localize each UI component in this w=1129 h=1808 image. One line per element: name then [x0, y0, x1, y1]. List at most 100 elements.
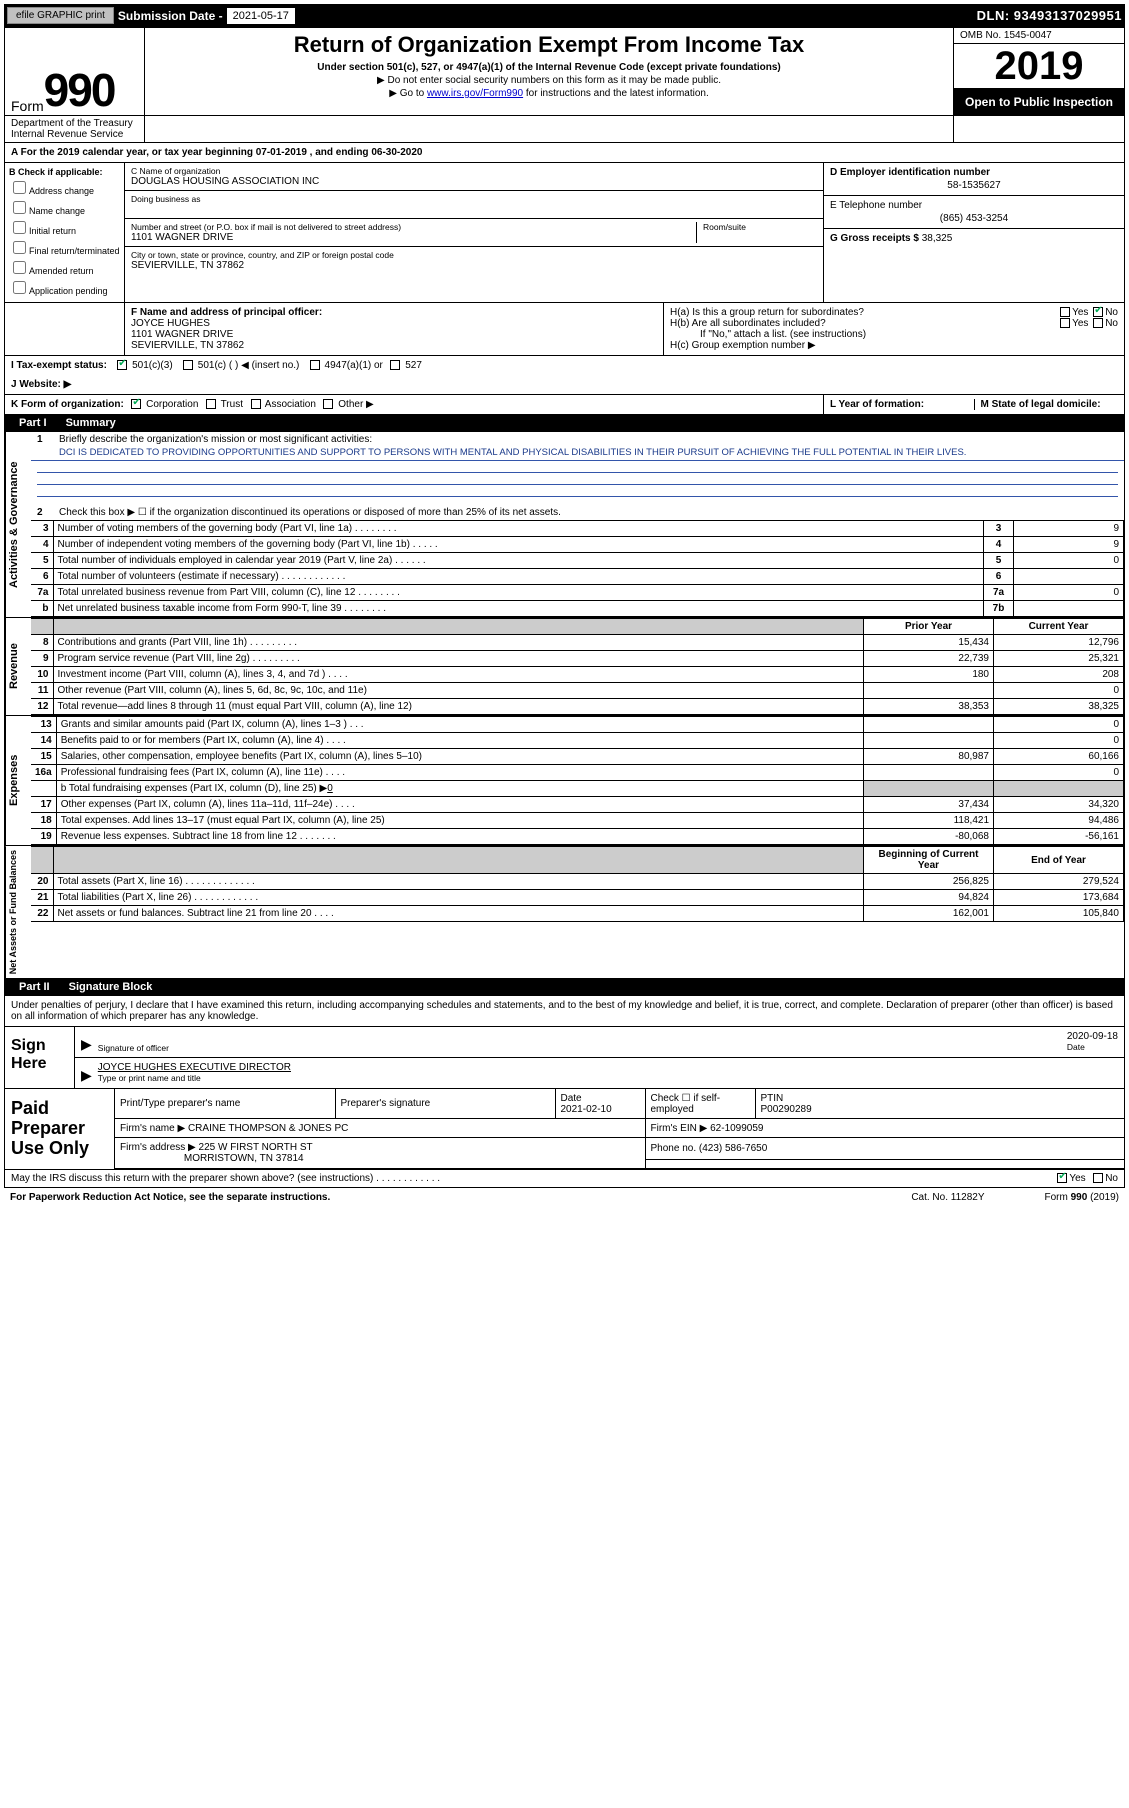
527-box[interactable] [390, 360, 400, 370]
4947a1-box[interactable] [310, 360, 320, 370]
check-applicable-col: B Check if applicable: Address change Na… [5, 163, 125, 302]
org-name-label: C Name of organization [131, 166, 817, 176]
part1-tag: Part I [11, 415, 55, 431]
discuss-yes-box[interactable] [1057, 1173, 1067, 1183]
efile-top-bar: efile GRAPHIC print Submission Date - 20… [4, 4, 1125, 27]
tel-label: E Telephone number [830, 200, 922, 211]
hc-line: H(c) Group exemption number ▶ [670, 340, 1118, 351]
paid-preparer-grid: Paid Preparer Use Only Print/Type prepar… [5, 1088, 1124, 1168]
line6-value [1014, 569, 1124, 585]
exp-vlabel: Expenses [5, 716, 31, 845]
perjury-declaration: Under penalties of perjury, I declare th… [5, 996, 1124, 1026]
trust-box[interactable] [206, 399, 216, 409]
part2-title: Signature Block [69, 981, 153, 993]
tax-exempt-status-row: I Tax-exempt status: 501(c)(3) 501(c) ( … [4, 356, 1125, 375]
sign-here-grid: Sign Here ▶ Signature of officer 2020-09… [5, 1026, 1124, 1088]
expenses-table: 13Grants and similar amounts paid (Part … [31, 716, 1124, 845]
gross-label: G Gross receipts $ [830, 233, 922, 244]
form-number: 990 [44, 67, 115, 113]
chk-name-change[interactable]: Name change [9, 198, 120, 217]
officer-name: JOYCE HUGHES [131, 318, 210, 329]
form-org-row: K Form of organization: Corporation Trus… [4, 395, 1125, 415]
city-value: SEVIERVILLE, TN 37862 [131, 260, 817, 271]
hb-yes-box[interactable] [1060, 318, 1070, 328]
officer-addr1: 1101 WAGNER DRIVE [131, 329, 233, 340]
cat-number: Cat. No. 11282Y [911, 1192, 984, 1203]
street-value: 1101 WAGNER DRIVE [131, 232, 690, 243]
firm-addr1: 225 W FIRST NORTH ST [199, 1142, 313, 1153]
gross-value: 38,325 [922, 233, 953, 244]
sig-date-label: Date [1067, 1042, 1085, 1052]
street-label: Number and street (or P.O. box if mail i… [131, 222, 690, 232]
tax-period-line: A For the 2019 calendar year, or tax yea… [4, 143, 1125, 163]
hb-no-box[interactable] [1093, 318, 1103, 328]
chk-amended-return[interactable]: Amended return [9, 258, 120, 277]
officer-print-name: JOYCE HUGHES EXECUTIVE DIRECTOR [98, 1062, 291, 1073]
revenue-section: Revenue Prior YearCurrent Year 8Contribu… [4, 618, 1125, 716]
discuss-preparer-row: May the IRS discuss this return with the… [4, 1170, 1125, 1188]
mission-text: DCI IS DEDICATED TO PROVIDING OPPORTUNIT… [31, 447, 1124, 461]
chk-final-return[interactable]: Final return/terminated [9, 238, 120, 257]
line5-value: 0 [1014, 553, 1124, 569]
goto-prefix: ▶ Go to [389, 88, 427, 99]
rev-vlabel: Revenue [5, 618, 31, 715]
submission-date-value: 2021-05-17 [227, 8, 295, 24]
prep-date: 2021-02-10 [561, 1104, 612, 1115]
line4-value: 9 [1014, 537, 1124, 553]
dept-treasury: Department of the Treasury [11, 118, 138, 129]
net-assets-table: Beginning of Current YearEnd of Year 20T… [31, 846, 1124, 922]
form-header: Form 990 Return of Organization Exempt F… [4, 27, 1125, 116]
goto-link-line: ▶ Go to www.irs.gov/Form990 for instruct… [151, 88, 947, 99]
ein-label: D Employer identification number [830, 167, 990, 178]
chk-initial-return[interactable]: Initial return [9, 218, 120, 237]
activities-governance-section: Activities & Governance 1Briefly describ… [4, 432, 1125, 618]
org-info-col: C Name of organization DOUGLAS HOUSING A… [125, 163, 824, 302]
sig-officer-label: Signature of officer [98, 1043, 169, 1053]
sig-date-value: 2020-09-18 [1067, 1031, 1118, 1042]
chk-application-pending[interactable]: Application pending [9, 278, 120, 297]
firm-name: CRAINE THOMPSON & JONES PC [188, 1123, 348, 1134]
firm-addr2: MORRISTOWN, TN 37814 [184, 1153, 304, 1164]
part2-tag: Part II [11, 979, 58, 995]
sign-here-label: Sign Here [5, 1027, 75, 1088]
ein-value: 58-1535627 [830, 180, 1118, 191]
assoc-box[interactable] [251, 399, 261, 409]
part1-title: Summary [66, 417, 116, 429]
efile-print-button[interactable]: efile GRAPHIC print [7, 7, 114, 24]
form-footer: Form 990 (2019) [1045, 1192, 1119, 1203]
chk-address-change[interactable]: Address change [9, 178, 120, 197]
pra-notice: For Paperwork Reduction Act Notice, see … [10, 1192, 330, 1203]
part2-header: Part II Signature Block [4, 979, 1125, 996]
line7b-value [1014, 601, 1124, 617]
city-label: City or town, state or province, country… [131, 250, 817, 260]
ha-line: H(a) Is this a group return for subordin… [670, 307, 1118, 318]
self-employed-check[interactable]: Check ☐ if self-employed [651, 1093, 721, 1115]
mission-prompt: Briefly describe the organization's miss… [59, 434, 1118, 445]
irs-link[interactable]: www.irs.gov/Form990 [427, 88, 523, 99]
form-word: Form [11, 99, 44, 113]
other-box[interactable] [323, 399, 333, 409]
ha-no-box[interactable] [1093, 307, 1103, 317]
submission-date-label: Submission Date - [118, 9, 223, 23]
form-title: Return of Organization Exempt From Incom… [151, 32, 947, 58]
officer-addr2: SEVIERVILLE, TN 37862 [131, 340, 244, 351]
hb-note: If "No," attach a list. (see instruction… [670, 329, 1118, 340]
state-domicile-label: M State of legal domicile: [981, 399, 1101, 410]
line2-text: Check this box ▶ ☐ if the organization d… [59, 507, 1118, 518]
omb-number: OMB No. 1545-0047 [954, 28, 1124, 44]
501c-box[interactable] [183, 360, 193, 370]
tel-value: (865) 453-3254 [830, 213, 1118, 224]
501c3-box[interactable] [117, 360, 127, 370]
ha-yes-box[interactable] [1060, 307, 1070, 317]
part1-header: Part I Summary [4, 415, 1125, 432]
expenses-section: Expenses 13Grants and similar amounts pa… [4, 716, 1125, 846]
section-fh: F Name and address of principal officer:… [4, 303, 1125, 356]
firm-ein: 62-1099059 [710, 1123, 763, 1134]
net-assets-section: Net Assets or Fund Balances Beginning of… [4, 846, 1125, 979]
discuss-no-box[interactable] [1093, 1173, 1103, 1183]
dln-value: DLN: 93493137029951 [977, 8, 1122, 23]
open-public-badge: Open to Public Inspection [954, 89, 1124, 115]
corp-box[interactable] [131, 399, 141, 409]
form-number-cell: Form 990 [5, 28, 145, 115]
footer-meta: For Paperwork Reduction Act Notice, see … [4, 1188, 1125, 1207]
